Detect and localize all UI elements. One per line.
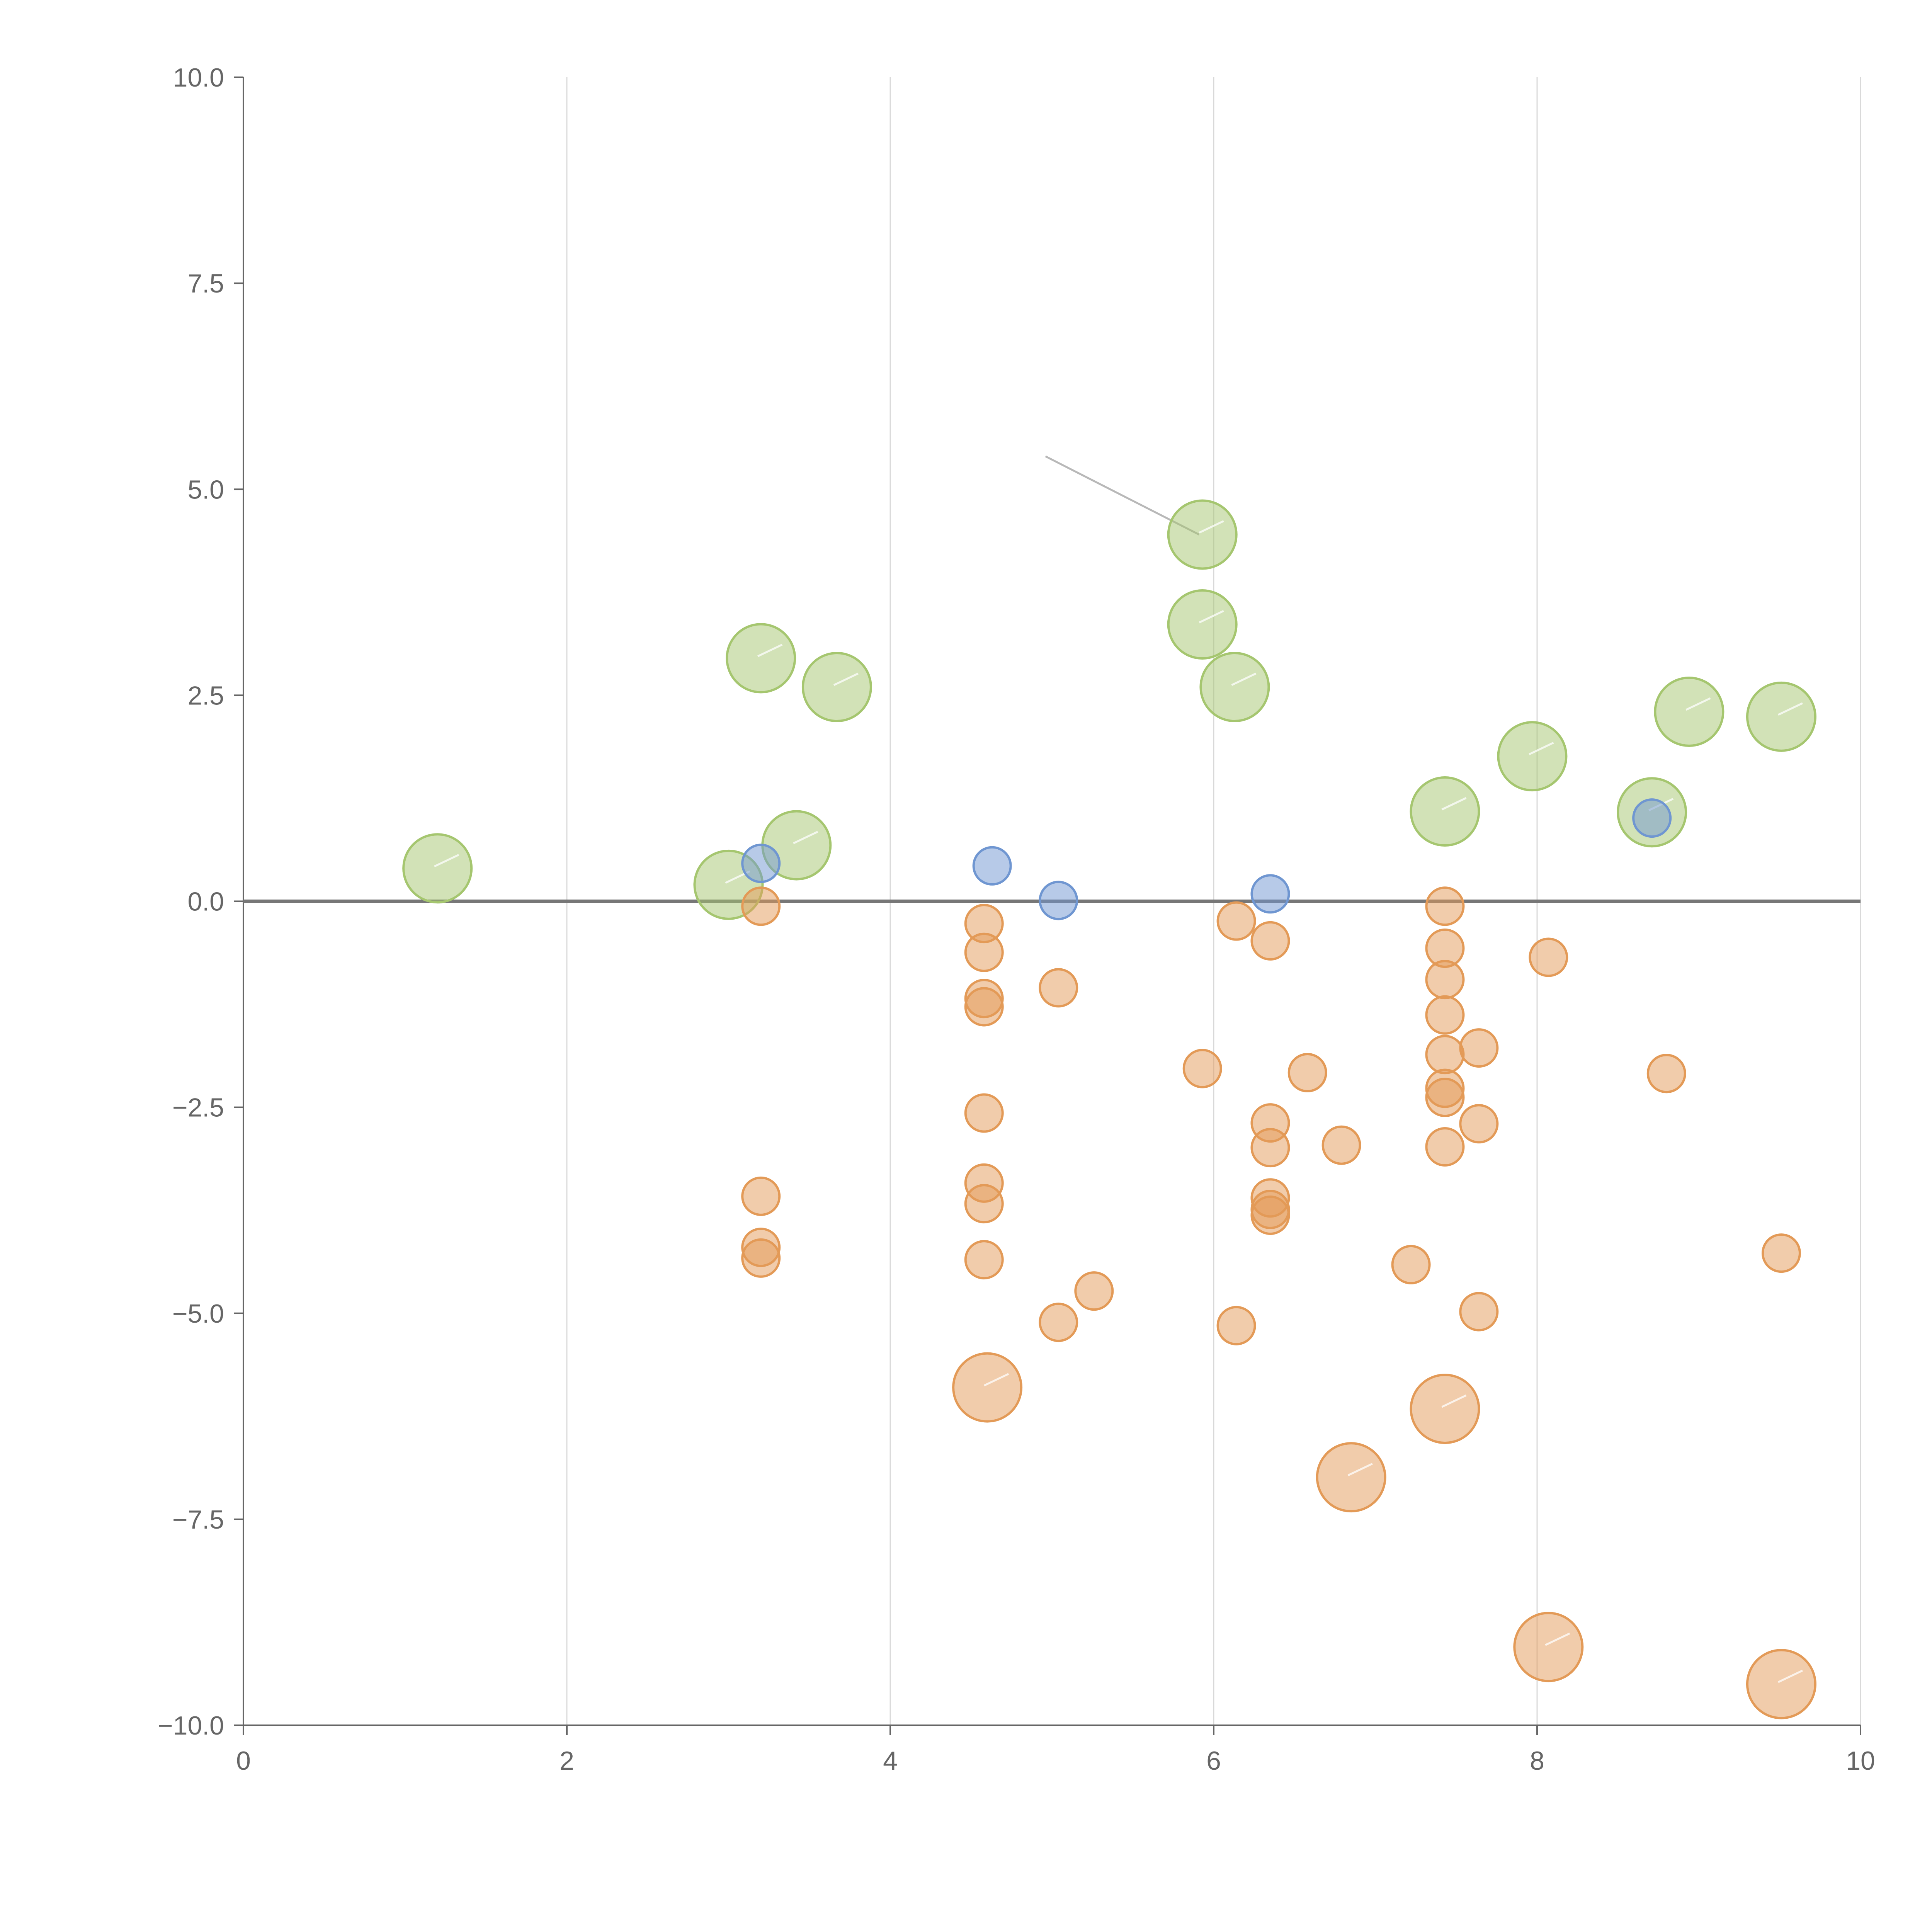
orange-bubble <box>1529 937 1568 977</box>
green-bubble-highlight <box>1685 697 1711 711</box>
green-bubble-highlight <box>833 672 859 686</box>
orange-bubble <box>1459 1292 1499 1332</box>
orange-bubble <box>1459 1028 1499 1068</box>
orange-bubble-highlight <box>1545 1633 1570 1646</box>
green-bubble <box>1410 776 1480 847</box>
orange-bubble <box>964 1240 1004 1280</box>
orange-bubble <box>1039 1303 1078 1342</box>
y-tick-label: −5.0 <box>172 1299 224 1328</box>
orange-bubble <box>1646 1054 1686 1094</box>
orange-bubble <box>1316 1442 1386 1513</box>
orange-bubble <box>964 1093 1004 1133</box>
green-bubble-highlight <box>1199 610 1224 624</box>
blue-bubble <box>1632 798 1672 838</box>
orange-bubble <box>1425 960 1465 1000</box>
green-bubble <box>402 833 473 904</box>
green-bubble-highlight <box>1529 742 1554 755</box>
orange-bubble <box>1761 1233 1801 1273</box>
orange-bubble <box>1425 1078 1465 1117</box>
x-tick-label: 0 <box>236 1746 251 1776</box>
orange-bubble <box>1287 1053 1327 1093</box>
green-bubble-highlight <box>757 644 783 657</box>
orange-bubble <box>1459 1104 1499 1144</box>
x-tick-label: 4 <box>883 1746 898 1776</box>
green-bubble-highlight <box>1441 797 1467 811</box>
green-bubble <box>1167 589 1238 660</box>
x-tick-label: 8 <box>1530 1746 1544 1776</box>
orange-bubble <box>1425 886 1465 926</box>
orange-bubble <box>1321 1125 1361 1165</box>
green-bubble <box>1746 681 1816 752</box>
green-bubble-highlight <box>1199 520 1224 534</box>
y-tick-label: 7.5 <box>187 269 224 298</box>
orange-bubble <box>1391 1245 1431 1284</box>
orange-bubble <box>952 1352 1023 1423</box>
orange-bubble <box>1039 968 1078 1008</box>
green-bubble <box>1167 499 1238 570</box>
green-bubble <box>1497 721 1568 792</box>
orange-bubble <box>1425 1127 1465 1167</box>
green-bubble-highlight <box>1777 702 1803 716</box>
orange-bubble-highlight <box>1441 1394 1467 1408</box>
green-bubble-highlight <box>434 854 459 867</box>
orange-bubble <box>964 1184 1004 1224</box>
green-bubble-highlight <box>1231 672 1257 686</box>
green-bubble <box>726 623 796 694</box>
y-tick-label: −10.0 <box>158 1711 224 1740</box>
y-tick-label: 2.5 <box>187 681 224 710</box>
orange-bubble-highlight <box>984 1373 1009 1386</box>
orange-bubble <box>1513 1612 1584 1682</box>
green-bubble <box>1199 652 1270 723</box>
orange-bubble <box>741 1238 781 1278</box>
blue-bubble <box>741 844 781 883</box>
orange-bubble <box>1410 1374 1480 1444</box>
blue-bubble <box>1250 874 1290 914</box>
green-bubble <box>801 652 872 723</box>
orange-bubble <box>1425 995 1465 1035</box>
orange-bubble <box>1746 1649 1816 1719</box>
orange-bubble <box>1182 1049 1222 1088</box>
y-tick-label: −2.5 <box>172 1093 224 1122</box>
y-tick-label: −7.5 <box>172 1505 224 1534</box>
x-tick-label: 10 <box>1846 1746 1875 1776</box>
orange-bubble <box>1425 1035 1465 1075</box>
orange-bubble-highlight <box>1347 1463 1373 1476</box>
orange-bubble <box>964 932 1004 972</box>
orange-bubble <box>1216 1306 1256 1345</box>
blue-bubble <box>972 846 1012 886</box>
blue-bubble <box>1039 881 1078 920</box>
orange-bubble <box>741 1176 781 1216</box>
orange-bubble <box>741 886 781 926</box>
orange-bubble <box>1250 921 1290 961</box>
x-tick-label: 2 <box>560 1746 574 1776</box>
y-tick-label: 10.0 <box>173 63 224 92</box>
orange-bubble <box>964 987 1004 1027</box>
green-bubble <box>1654 677 1725 747</box>
y-tick-label: 5.0 <box>187 475 224 504</box>
orange-bubble <box>1074 1271 1114 1311</box>
orange-bubble <box>1250 1128 1290 1168</box>
orange-bubble-highlight <box>1777 1670 1803 1683</box>
orange-bubble <box>1250 1195 1290 1235</box>
y-tick-label: 0.0 <box>187 887 224 917</box>
orange-bubble <box>1216 901 1256 941</box>
x-tick-label: 6 <box>1206 1746 1221 1776</box>
green-bubble-highlight <box>793 831 818 844</box>
